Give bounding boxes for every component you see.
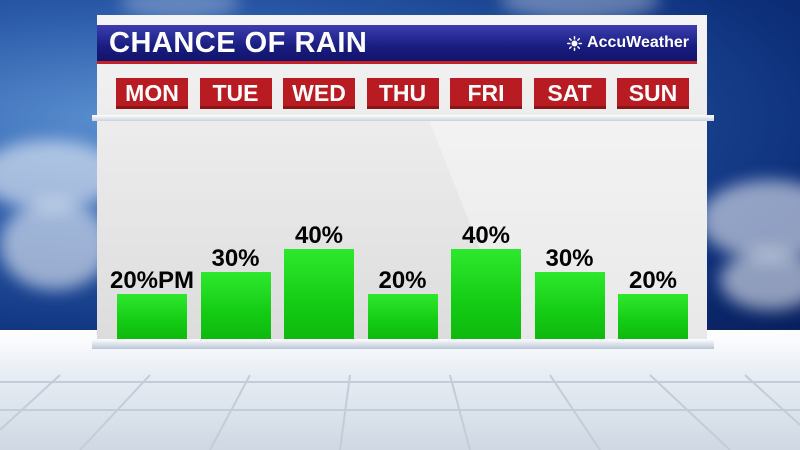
cloud bbox=[0, 200, 110, 290]
day-label-sat: SAT bbox=[533, 78, 606, 109]
day-label-wed: WED bbox=[283, 78, 355, 109]
day-label-thu: THU bbox=[366, 78, 439, 109]
cloud bbox=[700, 180, 800, 260]
floor-grid-lines bbox=[0, 374, 800, 450]
day-label-tue: TUE bbox=[199, 78, 272, 109]
sun-icon bbox=[567, 35, 583, 51]
page-title: CHANCE OF RAIN bbox=[109, 27, 368, 59]
board-shine bbox=[427, 115, 707, 343]
brand-logo: AccuWeather bbox=[567, 34, 689, 52]
day-label-fri: FRI bbox=[450, 78, 522, 109]
title-bar: CHANCE OF RAIN AccuWeather bbox=[97, 25, 697, 64]
day-label-mon: MON bbox=[116, 78, 188, 109]
graphic-board bbox=[97, 15, 707, 343]
brand-name: AccuWeather bbox=[587, 34, 689, 51]
cloud bbox=[720, 250, 800, 310]
day-label-sun: SUN bbox=[617, 78, 689, 109]
